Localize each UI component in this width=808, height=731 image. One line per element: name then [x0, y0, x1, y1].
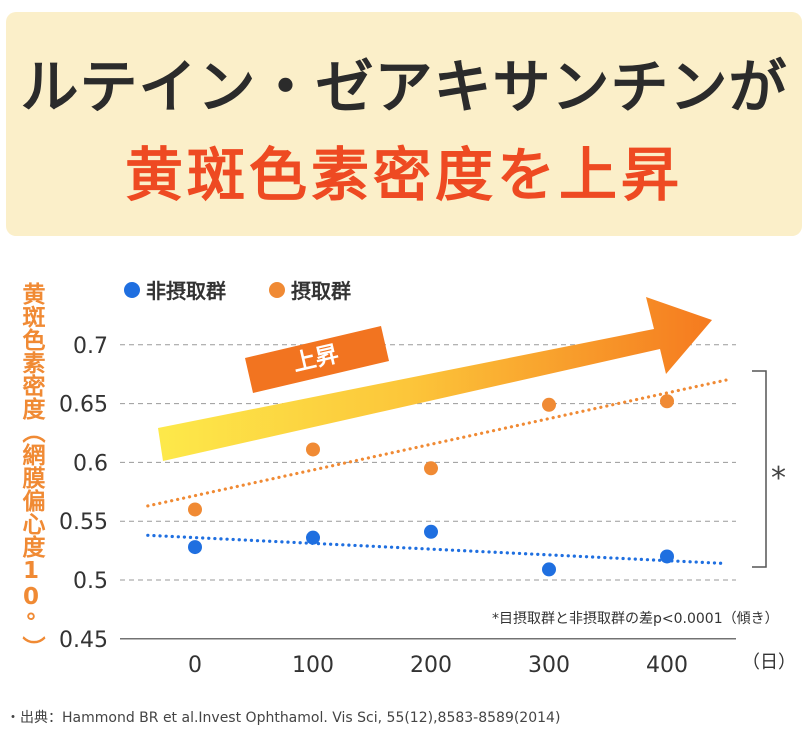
- title-line-1: ルテイン・ゼアキサンチンが: [20, 53, 788, 121]
- y-tick-labels: 0.45 0.5 0.55 0.6 0.65 0.7: [59, 334, 108, 653]
- x-tick-label: 200: [410, 653, 452, 678]
- data-point-series-1: [188, 502, 202, 517]
- data-points: [188, 394, 674, 577]
- arrow-label-box: [245, 326, 389, 393]
- rising-arrow: 上昇: [158, 297, 712, 461]
- x-tick-labels: 0 100 200 300 400: [188, 653, 688, 678]
- legend-label-intake: 摂取群: [291, 279, 351, 303]
- legend: 非摂取群 摂取群: [124, 279, 351, 303]
- y-tick-label: 0.5: [73, 569, 108, 594]
- legend-marker-intake: [269, 282, 285, 298]
- x-tick-label: 300: [528, 653, 570, 678]
- title-banner: [6, 12, 802, 236]
- data-point-series-0: [424, 524, 438, 539]
- data-point-series-0: [542, 562, 556, 577]
- trend-line-series-0: [146, 533, 728, 566]
- significance-mark: *: [771, 461, 786, 496]
- data-point-series-1: [542, 397, 556, 412]
- x-tick-label: 400: [646, 653, 688, 678]
- data-point-series-0: [306, 530, 320, 545]
- legend-marker-non-intake: [124, 282, 140, 298]
- significance-bracket: *: [752, 370, 786, 568]
- data-point-series-0: [660, 549, 674, 564]
- rising-arrow-shape: [158, 297, 712, 461]
- y-tick-label: 0.65: [59, 393, 108, 418]
- x-axis-unit: （日）: [742, 652, 796, 673]
- y-tick-label: 0.55: [59, 510, 108, 535]
- y-tick-label: 0.6: [73, 451, 108, 476]
- trend-line-series-1: [146, 378, 728, 508]
- data-point-series-1: [306, 442, 320, 457]
- source-citation: ・出典：Hammond BR et al.Invest Ophthamol. V…: [6, 710, 561, 726]
- legend-label-non-intake: 非摂取群: [146, 279, 226, 303]
- y-tick-label: 0.45: [59, 628, 108, 653]
- footnote: *目摂取群と非摂取群の差p<0.0001（傾き）: [492, 611, 779, 627]
- y-tick-label: 0.7: [73, 334, 108, 359]
- grid: [120, 344, 736, 581]
- y-axis-label: 黄斑色素密度（網膜偏心度10°）: [18, 282, 44, 659]
- trend-lines: [146, 378, 728, 566]
- x-tick-label: 0: [188, 653, 202, 678]
- data-point-series-1: [660, 394, 674, 409]
- data-point-series-0: [188, 540, 202, 555]
- data-point-series-1: [424, 461, 438, 476]
- title-line-2: 黄斑色素密度を上昇: [124, 141, 683, 209]
- bracket-line: [752, 370, 767, 568]
- x-tick-label: 100: [292, 653, 334, 678]
